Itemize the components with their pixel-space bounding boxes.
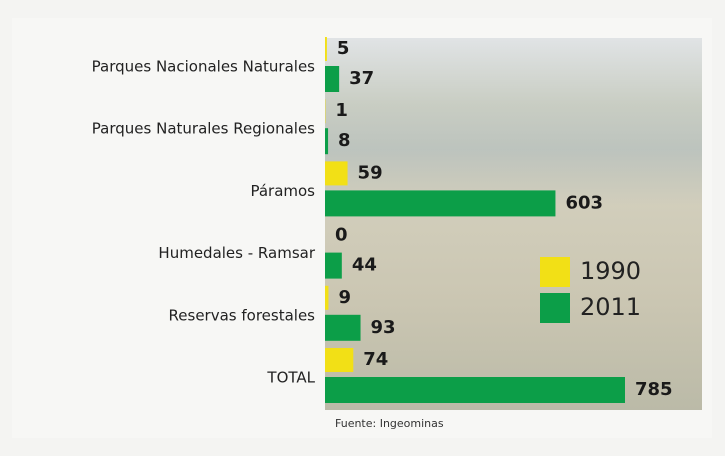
bar — [325, 190, 555, 216]
bar — [325, 377, 625, 403]
category-label: Reservas forestales — [169, 306, 316, 324]
legend-swatch — [540, 257, 570, 287]
bar — [325, 348, 353, 372]
legend-swatch — [540, 293, 570, 323]
value-label: 785 — [635, 379, 673, 400]
bar — [325, 315, 361, 341]
legend-label: 2011 — [580, 293, 641, 321]
value-label: 93 — [371, 317, 396, 338]
value-label: 74 — [363, 349, 388, 370]
value-label: 44 — [352, 255, 377, 276]
value-label: 1 — [335, 100, 348, 121]
bar — [325, 37, 327, 61]
value-label: 603 — [565, 192, 603, 213]
category-label: Parques Naturales Regionales — [92, 120, 315, 138]
bar — [325, 253, 342, 279]
bar — [325, 161, 348, 185]
value-label: 0 — [335, 225, 348, 246]
value-label: 59 — [358, 162, 383, 183]
value-label: 37 — [349, 68, 374, 89]
category-label: Páramos — [250, 182, 315, 200]
legend-label: 1990 — [580, 257, 641, 285]
category-label: Humedales - Ramsar — [158, 244, 315, 262]
bar — [325, 128, 328, 154]
category-label: TOTAL — [266, 369, 315, 387]
value-label: 9 — [338, 287, 351, 308]
category-label: Parques Nacionales Naturales — [92, 58, 316, 76]
value-label: 5 — [337, 38, 350, 59]
bar — [325, 66, 339, 92]
chart: Fuente: Ingeominas Parques Nacionales Na… — [0, 0, 725, 456]
bar — [325, 286, 328, 310]
value-label: 8 — [338, 130, 351, 151]
source: Fuente: Ingeominas — [335, 417, 444, 430]
